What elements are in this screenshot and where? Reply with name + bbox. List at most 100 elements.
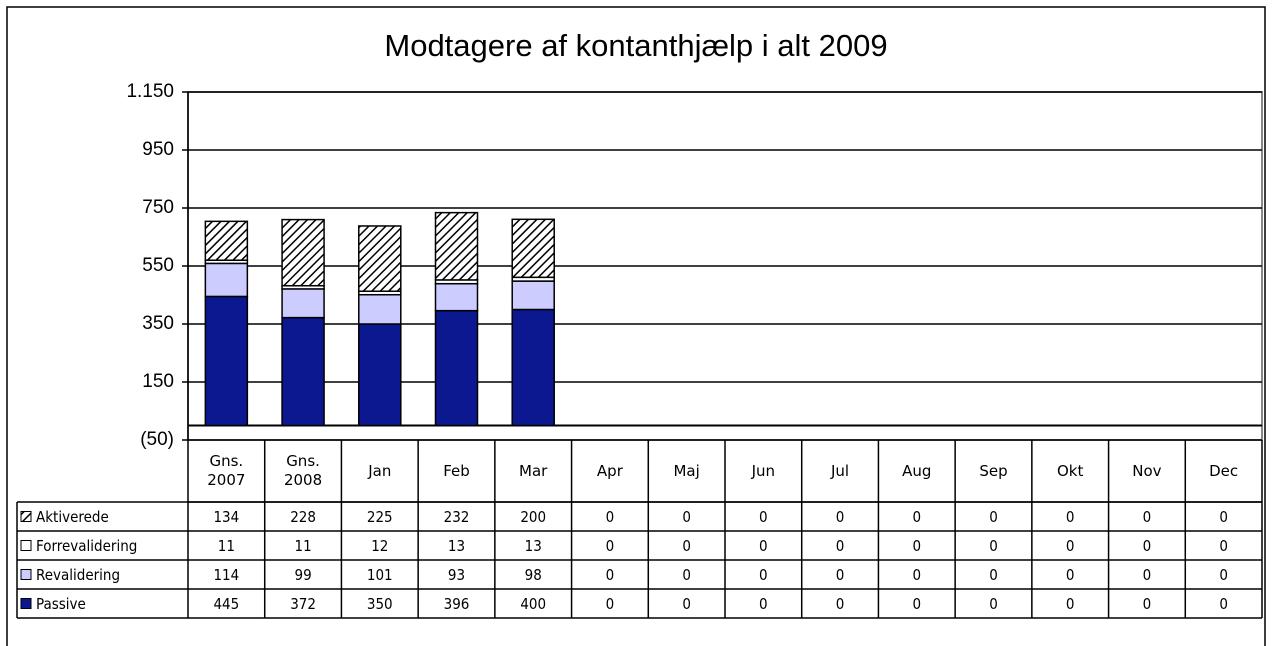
legend-label: Passive <box>36 595 86 613</box>
x-tick-label: Jun <box>751 461 776 480</box>
category-cell: Dec <box>1209 461 1239 480</box>
table-value: 0 <box>1066 508 1075 526</box>
table-value: 0 <box>912 508 921 526</box>
bar-segment <box>358 225 402 292</box>
table-value: 445 <box>213 595 239 613</box>
table-value: 11 <box>294 537 311 555</box>
bar-segment <box>511 308 555 427</box>
y-tick-label: 150 <box>142 371 174 392</box>
bar-segment <box>358 293 402 325</box>
table-value: 0 <box>1219 508 1228 526</box>
legend-key <box>20 598 32 609</box>
table-value: 225 <box>367 508 393 526</box>
table-value: 93 <box>448 566 465 584</box>
bar-segment <box>434 211 479 281</box>
x-tick-label: Okt <box>1057 461 1084 480</box>
category-cell: Maj <box>673 461 700 480</box>
table-value: 114 <box>213 566 239 584</box>
bar-segment <box>281 316 325 427</box>
bar-segment <box>511 280 555 311</box>
table-value: 396 <box>444 595 470 613</box>
legend-label: Forrevalidering <box>36 537 137 555</box>
bar-segment <box>434 309 479 427</box>
table-value: 0 <box>1143 566 1152 584</box>
category-cell: Feb <box>443 461 470 480</box>
table-value: 0 <box>606 566 615 584</box>
x-tick-label: Gns. 2008 <box>283 452 323 489</box>
table-value: 101 <box>367 566 393 584</box>
category-cell: Gns. 2008 <box>283 452 323 489</box>
x-tick-label: Sep <box>979 461 1008 480</box>
table-value: 0 <box>682 566 691 584</box>
table-value: 0 <box>1066 566 1075 584</box>
x-tick-label: Apr <box>596 461 623 480</box>
x-tick-label: Feb <box>443 461 470 480</box>
y-tick-label: 1.150 <box>126 81 174 102</box>
x-tick-label: Nov <box>1132 461 1162 480</box>
table-value: 0 <box>836 566 845 584</box>
table-value: 0 <box>989 508 998 526</box>
table-value: 0 <box>682 537 691 555</box>
category-cell: Gns. 2007 <box>207 452 246 489</box>
table-value: 13 <box>525 537 542 555</box>
table-value: 0 <box>1066 595 1075 613</box>
x-tick-label: Gns. 2007 <box>207 452 246 489</box>
x-tick-label: Jul <box>830 461 850 480</box>
table-value: 13 <box>448 537 465 555</box>
table-value: 0 <box>1066 537 1075 555</box>
legend-key <box>20 540 32 551</box>
chart-title: Modtagere af kontanthjælp i alt 2009 <box>384 28 887 63</box>
table-value: 98 <box>525 566 542 584</box>
table-value: 12 <box>371 537 388 555</box>
bar-segment <box>204 295 249 427</box>
table-value: 0 <box>1219 537 1228 555</box>
y-tick-label: (50) <box>140 429 174 450</box>
y-tick-label: 550 <box>142 255 174 276</box>
legend-label: Aktiverede <box>36 508 109 526</box>
category-cell: Jul <box>830 461 850 480</box>
table-value: 400 <box>520 595 546 613</box>
category-cell: Apr <box>596 461 623 480</box>
table-value: 11 <box>218 537 235 555</box>
x-tick-label: Mar <box>519 461 548 480</box>
table-value: 0 <box>1219 595 1228 613</box>
table-value: 0 <box>759 537 768 555</box>
legend-key <box>20 511 32 522</box>
category-cell: Mar <box>519 461 548 480</box>
table-value: 0 <box>1143 595 1152 613</box>
category-cell: Nov <box>1132 461 1162 480</box>
table-value: 0 <box>836 508 845 526</box>
table-value: 0 <box>1143 537 1152 555</box>
table-value: 0 <box>989 566 998 584</box>
category-cell: Okt <box>1057 461 1084 480</box>
table-value: 134 <box>213 508 239 526</box>
legend-key <box>20 569 32 580</box>
x-tick-label: Aug <box>902 461 932 480</box>
table-value: 0 <box>836 537 845 555</box>
table-value: 0 <box>1219 566 1228 584</box>
y-tick-label: 950 <box>142 139 174 160</box>
table-value: 200 <box>520 508 546 526</box>
table-value: 0 <box>759 595 768 613</box>
category-cell: Aug <box>902 461 932 480</box>
y-tick-label: 350 <box>142 313 174 334</box>
bar-segment <box>358 323 402 427</box>
bar-segment <box>434 282 479 312</box>
x-tick-label: Maj <box>673 461 700 480</box>
table-value: 0 <box>759 508 768 526</box>
table-value: 0 <box>989 595 998 613</box>
table-value: 0 <box>912 595 921 613</box>
table-value: 0 <box>989 537 998 555</box>
table-value: 0 <box>912 537 921 555</box>
x-tick-label: Dec <box>1209 461 1239 480</box>
bar-segment <box>281 218 325 287</box>
legend-label: Revalidering <box>36 566 120 584</box>
table-value: 0 <box>759 566 768 584</box>
table-value: 372 <box>290 595 316 613</box>
table-value: 0 <box>606 537 615 555</box>
category-cell: Sep <box>979 461 1008 480</box>
x-tick-label: Jan <box>368 461 392 480</box>
category-cell: Jan <box>368 461 392 480</box>
table-value: 0 <box>606 508 615 526</box>
